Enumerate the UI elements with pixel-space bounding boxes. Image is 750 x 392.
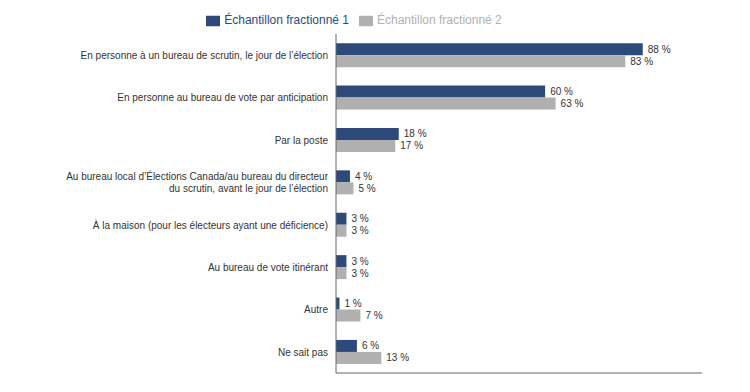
svg-text:3 %: 3 % xyxy=(351,268,368,279)
svg-text:17 %: 17 % xyxy=(400,140,423,151)
svg-text:En personne à un bureau de scr: En personne à un bureau de scrutin, le j… xyxy=(81,50,328,61)
html-text:Échantillon fractionné 1: Échantillon fractionné 1 xyxy=(224,13,349,27)
svg-text:4 %: 4 % xyxy=(355,171,372,182)
svg-text:3 %: 3 % xyxy=(351,213,368,224)
svg-text:1 %: 1 % xyxy=(344,298,361,309)
svg-text:63 %: 63 % xyxy=(561,98,584,109)
svg-text:En personne au bureau de vote: En personne au bureau de vote par antici… xyxy=(117,92,328,103)
svg-text:Autre: Autre xyxy=(304,304,328,315)
svg-text:60 %: 60 % xyxy=(550,86,573,97)
svg-text:Ne sait pas: Ne sait pas xyxy=(278,346,328,357)
svg-text:3 %: 3 % xyxy=(351,256,368,267)
svg-text:3 %: 3 % xyxy=(351,225,368,236)
svg-text:7 %: 7 % xyxy=(365,310,382,321)
svg-text:18 %: 18 % xyxy=(404,128,427,139)
svg-text:83 %: 83 % xyxy=(630,56,653,67)
svg-text:5 %: 5 % xyxy=(358,183,375,194)
svg-text:13 %: 13 % xyxy=(386,352,409,363)
svg-text:Au bureau de vote itinérant: Au bureau de vote itinérant xyxy=(208,262,328,273)
svg-text:Par la poste: Par la poste xyxy=(275,134,329,145)
svg-text:88 %: 88 % xyxy=(648,44,671,55)
svg-text:À la maison (pour les électeur: À la maison (pour les électeurs ayant un… xyxy=(93,218,328,230)
svg-text:6 %: 6 % xyxy=(362,340,379,351)
svg-text:Au bureau local d’Élections Ca: Au bureau local d’Élections Canada/au bu… xyxy=(66,170,329,194)
html-text:Échantillon fractionné 2: Échantillon fractionné 2 xyxy=(377,13,502,27)
